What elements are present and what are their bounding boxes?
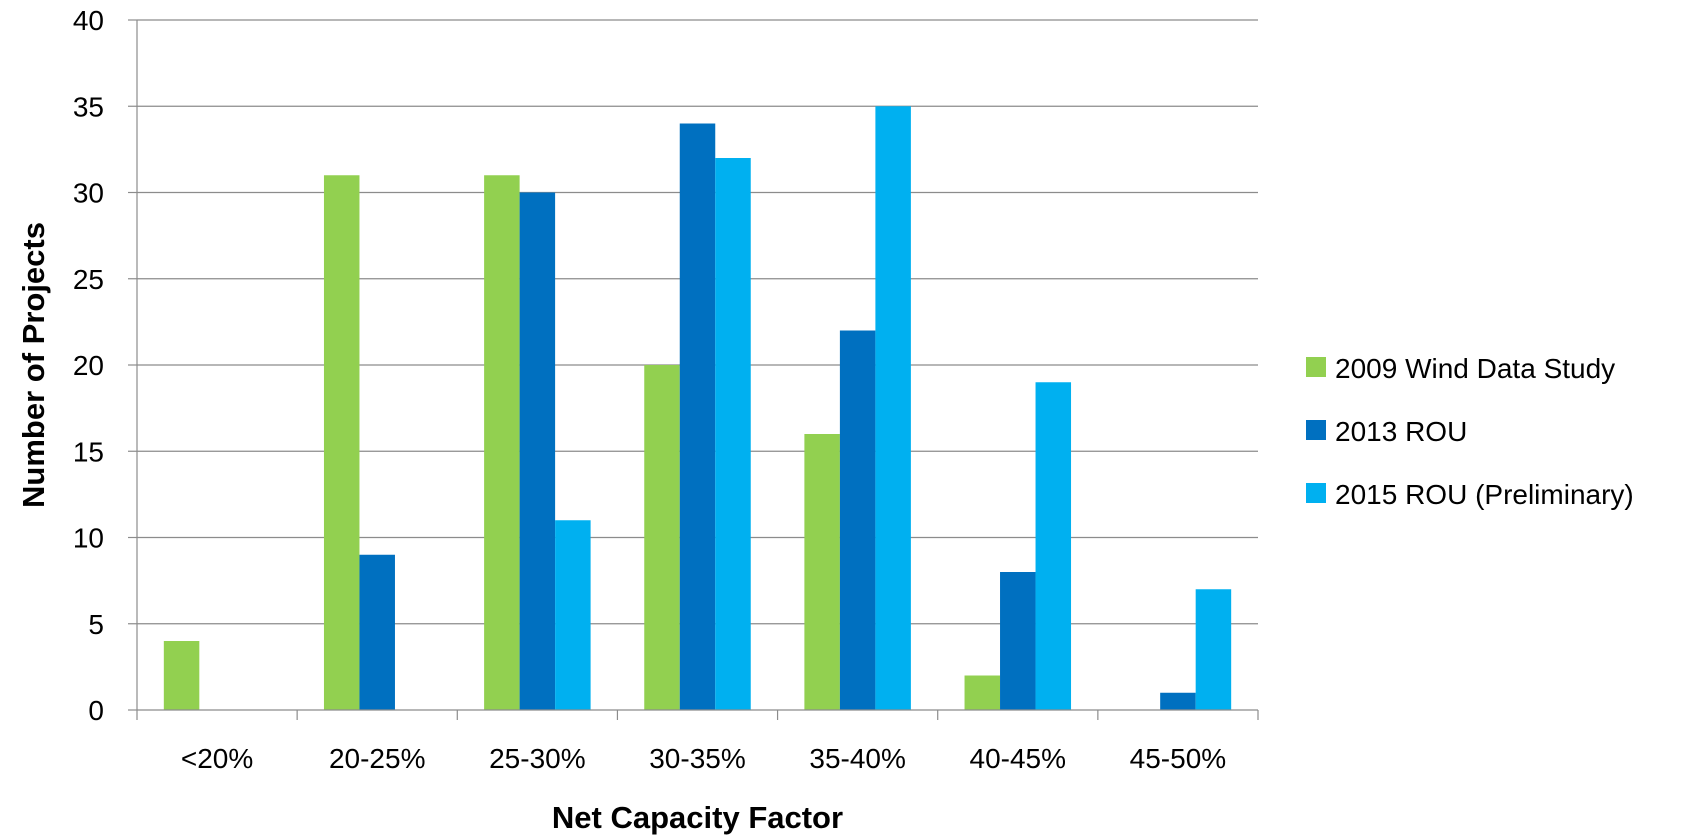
axes: [128, 19, 1259, 720]
x-tick-label: <20%: [181, 743, 253, 774]
x-tick-label: 20-25%: [329, 743, 426, 774]
x-tick-labels: <20% 20-25% 25-30% 30-35% 35-40% 40-45% 45-50%: [181, 743, 1226, 774]
y-tick-label: 35: [73, 91, 104, 122]
y-tick-label: 25: [73, 264, 104, 295]
x-tick-label: 45-50%: [1130, 743, 1227, 774]
bar: [484, 175, 520, 710]
bar: [964, 675, 1001, 710]
y-tick-label: 5: [88, 609, 104, 640]
bar: [323, 175, 360, 710]
bars: [163, 106, 1232, 710]
y-tick-label: 20: [73, 350, 104, 381]
legend-label: 2009 Wind Data Study: [1335, 353, 1615, 384]
y-tick-label: 40: [73, 5, 104, 36]
y-tick-label: 30: [73, 178, 104, 209]
bar: [679, 123, 716, 710]
y-tick-label: 0: [88, 695, 104, 726]
x-tick-label: 25-30%: [489, 743, 586, 774]
y-tick-label: 10: [73, 523, 104, 554]
y-axis-title: Number of Projects: [16, 222, 51, 508]
y-tick-label: 15: [73, 436, 104, 467]
bar: [1195, 589, 1232, 710]
bar: [359, 554, 395, 710]
x-tick-label: 40-45%: [970, 743, 1067, 774]
bar: [804, 434, 840, 710]
legend-swatch: [1306, 483, 1326, 503]
bar: [839, 330, 876, 710]
bar: [519, 192, 556, 710]
bar: [715, 158, 751, 710]
legend-swatch: [1306, 357, 1326, 377]
x-tick-label: 30-35%: [649, 743, 746, 774]
x-axis-title: Net Capacity Factor: [552, 800, 843, 835]
bar: [1000, 572, 1036, 710]
legend: 2009 Wind Data Study 2013 ROU 2015 ROU (Pr…: [1306, 353, 1634, 510]
bar: [1035, 382, 1072, 710]
y-tick-labels: 0 5 10 15 20 25 30 35 40: [73, 5, 104, 726]
legend-label: 2015 ROU (Preliminary): [1335, 479, 1634, 510]
bar: [875, 106, 911, 710]
x-tick-label: 35-40%: [809, 743, 906, 774]
bar: [644, 365, 680, 710]
legend-label: 2013 ROU: [1335, 416, 1467, 447]
bar: [163, 641, 200, 710]
bar: [555, 520, 591, 710]
legend-swatch: [1306, 420, 1326, 440]
bar: [1160, 692, 1196, 710]
